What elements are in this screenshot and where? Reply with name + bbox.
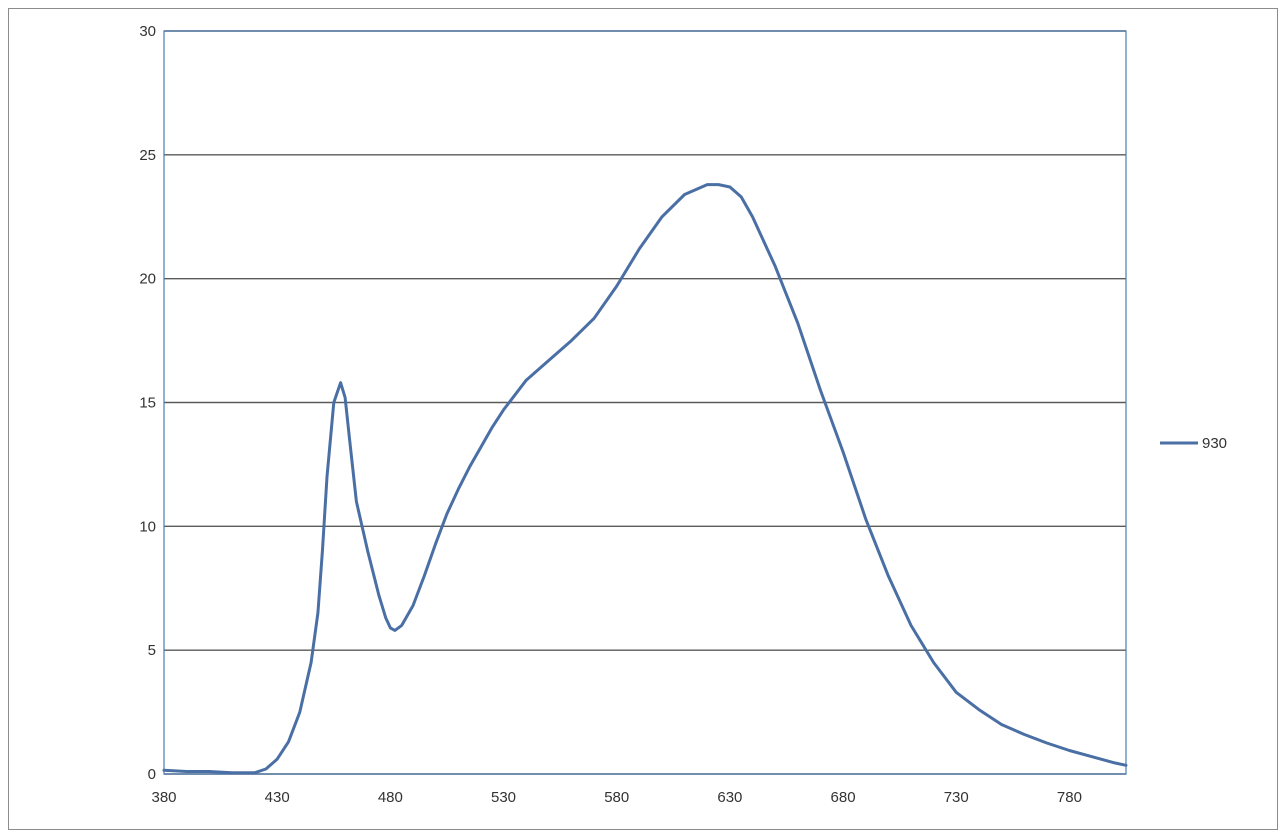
- x-axis-ticks: 380 430 480 530 580 630 680 730 780: [151, 789, 1081, 806]
- y-tick-label: 30: [139, 23, 156, 40]
- y-tick-label: 10: [139, 518, 156, 535]
- x-tick-label: 780: [1057, 789, 1082, 806]
- x-tick-label: 530: [491, 789, 516, 806]
- y-tick-label: 25: [139, 147, 156, 164]
- legend: 930: [1160, 435, 1227, 452]
- y-axis-ticks: 0 5 10 15 20 25 30: [139, 23, 156, 783]
- x-tick-label: 580: [604, 789, 629, 806]
- plot-area-border: [163, 30, 1127, 775]
- gridlines: [164, 30, 1126, 775]
- chart-frame: 0 5 10 15 20 25 30 380 430 480 530 580 630 680 730 780…: [8, 8, 1278, 830]
- y-tick-label: 0: [148, 766, 156, 783]
- x-tick-label: 680: [831, 789, 856, 806]
- x-tick-label: 630: [717, 789, 742, 806]
- x-tick-label: 480: [378, 789, 403, 806]
- y-tick-label: 5: [148, 642, 156, 659]
- y-tick-label: 20: [139, 271, 156, 288]
- x-tick-label: 430: [265, 789, 290, 806]
- line-chart: 0 5 10 15 20 25 30 380 430 480 530 580 630 680 730 780…: [139, 23, 1227, 806]
- series-line-930: [162, 183, 1128, 775]
- series-layer: [162, 183, 1128, 775]
- x-tick-label: 730: [944, 789, 969, 806]
- y-tick-label: 15: [139, 395, 156, 412]
- x-tick-label: 380: [151, 789, 176, 806]
- legend-label: 930: [1202, 435, 1227, 452]
